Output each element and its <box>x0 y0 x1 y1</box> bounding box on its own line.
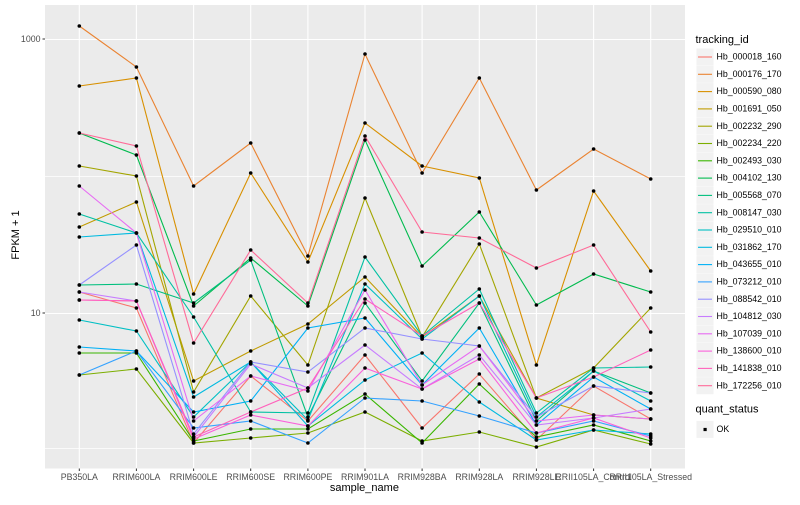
svg-text:RRIM928BA: RRIM928BA <box>398 472 447 482</box>
svg-text:Hb_141838_010: Hb_141838_010 <box>717 363 782 373</box>
svg-text:Hb_002232_290: Hb_002232_290 <box>717 121 782 131</box>
svg-text:Hb_008147_030: Hb_008147_030 <box>717 207 782 217</box>
svg-text:Hb_172256_010: Hb_172256_010 <box>717 380 782 390</box>
svg-text:Hb_104812_030: Hb_104812_030 <box>717 311 782 321</box>
svg-text:Hb_073212_010: Hb_073212_010 <box>717 277 782 287</box>
svg-text:Hb_000176_170: Hb_000176_170 <box>717 69 782 79</box>
svg-text:Hb_088542_010: Hb_088542_010 <box>717 294 782 304</box>
svg-text:quant_status: quant_status <box>696 404 759 416</box>
svg-text:OK: OK <box>717 424 730 434</box>
svg-text:RRIM901LA: RRIM901LA <box>341 472 389 482</box>
svg-text:Hb_138600_010: Hb_138600_010 <box>717 346 782 356</box>
svg-text:sample_name: sample_name <box>330 482 399 494</box>
svg-text:RRIM600LA: RRIM600LA <box>112 472 160 482</box>
svg-text:PB350LA: PB350LA <box>61 472 98 482</box>
svg-text:RRIM928LA: RRIM928LA <box>455 472 503 482</box>
svg-text:RRIM928LE: RRIM928LE <box>512 472 560 482</box>
svg-text:Hb_029510_010: Hb_029510_010 <box>717 225 782 235</box>
svg-text:Hb_000590_080: Hb_000590_080 <box>717 86 782 96</box>
svg-text:tracking_id: tracking_id <box>696 34 749 46</box>
svg-text:RRIM600LE: RRIM600LE <box>170 472 218 482</box>
svg-text:FPKM + 1: FPKM + 1 <box>10 210 22 259</box>
svg-text:Hb_000018_160: Hb_000018_160 <box>717 52 782 62</box>
svg-text:Hb_043655_010: Hb_043655_010 <box>717 259 782 269</box>
svg-text:Hb_001691_050: Hb_001691_050 <box>717 104 782 114</box>
svg-text:Hb_002493_030: Hb_002493_030 <box>717 155 782 165</box>
svg-text:Hb_004102_130: Hb_004102_130 <box>717 173 782 183</box>
svg-text:Hb_005568_070: Hb_005568_070 <box>717 190 782 200</box>
svg-text:Hb_107039_010: Hb_107039_010 <box>717 328 782 338</box>
svg-text:RRII105LA_Stressed: RRII105LA_Stressed <box>609 472 692 482</box>
svg-text:1000: 1000 <box>21 34 41 44</box>
svg-text:RRIM600PE: RRIM600PE <box>283 472 332 482</box>
svg-text:Hb_002234_220: Hb_002234_220 <box>717 138 782 148</box>
svg-text:Hb_031862_170: Hb_031862_170 <box>717 242 782 252</box>
svg-text:RRII105LA_Control: RRII105LA_Control <box>555 472 631 482</box>
svg-text:RRIM600SE: RRIM600SE <box>226 472 275 482</box>
svg-text:10: 10 <box>31 308 41 318</box>
